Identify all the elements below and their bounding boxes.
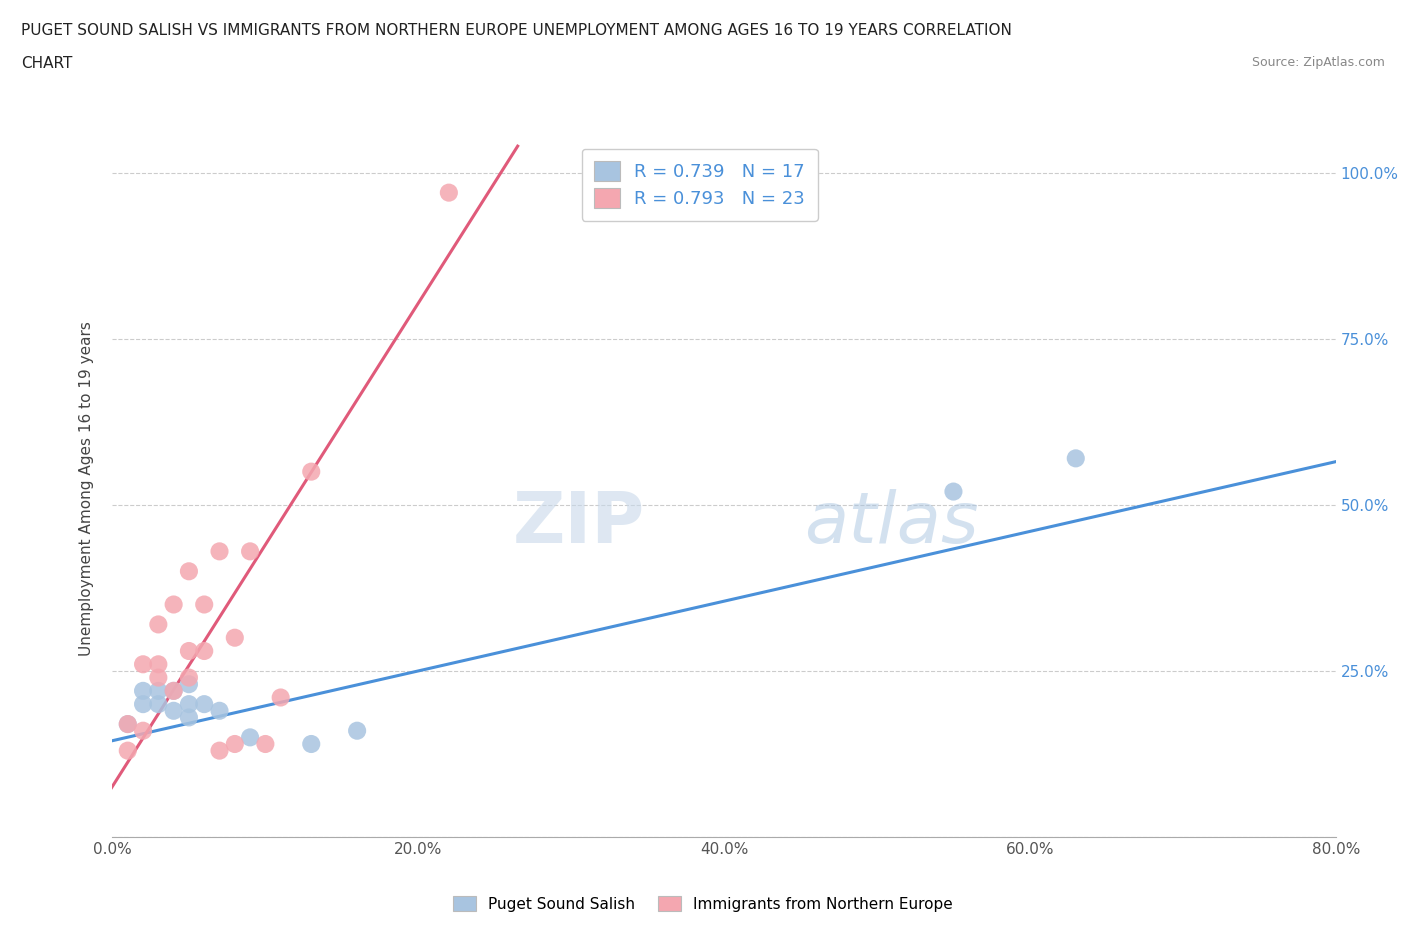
Point xyxy=(224,737,246,751)
Point xyxy=(148,684,170,698)
Point xyxy=(224,631,246,645)
Point xyxy=(132,724,155,738)
Point xyxy=(239,544,262,559)
Legend: Puget Sound Salish, Immigrants from Northern Europe: Puget Sound Salish, Immigrants from Nort… xyxy=(447,889,959,918)
Point xyxy=(254,737,277,751)
Point xyxy=(193,697,215,711)
Point xyxy=(1064,451,1087,466)
Text: Source: ZipAtlas.com: Source: ZipAtlas.com xyxy=(1251,56,1385,69)
Legend: R = 0.739   N = 17, R = 0.793   N = 23: R = 0.739 N = 17, R = 0.793 N = 23 xyxy=(582,149,817,220)
Point xyxy=(132,684,155,698)
Point xyxy=(148,657,170,671)
Point xyxy=(193,597,215,612)
Point xyxy=(208,743,231,758)
Point xyxy=(270,690,292,705)
Point xyxy=(148,617,170,631)
Point xyxy=(163,684,186,698)
Point xyxy=(177,564,200,578)
Point xyxy=(437,185,460,200)
Text: CHART: CHART xyxy=(21,56,73,71)
Point xyxy=(299,464,322,479)
Point xyxy=(208,703,231,718)
Point xyxy=(239,730,262,745)
Point xyxy=(177,697,200,711)
Point xyxy=(177,677,200,692)
Y-axis label: Unemployment Among Ages 16 to 19 years: Unemployment Among Ages 16 to 19 years xyxy=(79,321,94,656)
Point xyxy=(117,717,139,732)
Point xyxy=(163,597,186,612)
Point xyxy=(163,684,186,698)
Point xyxy=(177,710,200,724)
Point xyxy=(177,644,200,658)
Point xyxy=(299,737,322,751)
Point xyxy=(132,697,155,711)
Text: atlas: atlas xyxy=(804,488,979,558)
Point xyxy=(163,703,186,718)
Text: PUGET SOUND SALISH VS IMMIGRANTS FROM NORTHERN EUROPE UNEMPLOYMENT AMONG AGES 16: PUGET SOUND SALISH VS IMMIGRANTS FROM NO… xyxy=(21,23,1012,38)
Point xyxy=(148,671,170,685)
Point xyxy=(346,724,368,738)
Point xyxy=(177,671,200,685)
Text: ZIP: ZIP xyxy=(512,488,644,558)
Point xyxy=(117,743,139,758)
Point xyxy=(148,697,170,711)
Point xyxy=(208,544,231,559)
Point xyxy=(193,644,215,658)
Point xyxy=(117,717,139,732)
Point xyxy=(942,485,965,499)
Point xyxy=(132,657,155,671)
